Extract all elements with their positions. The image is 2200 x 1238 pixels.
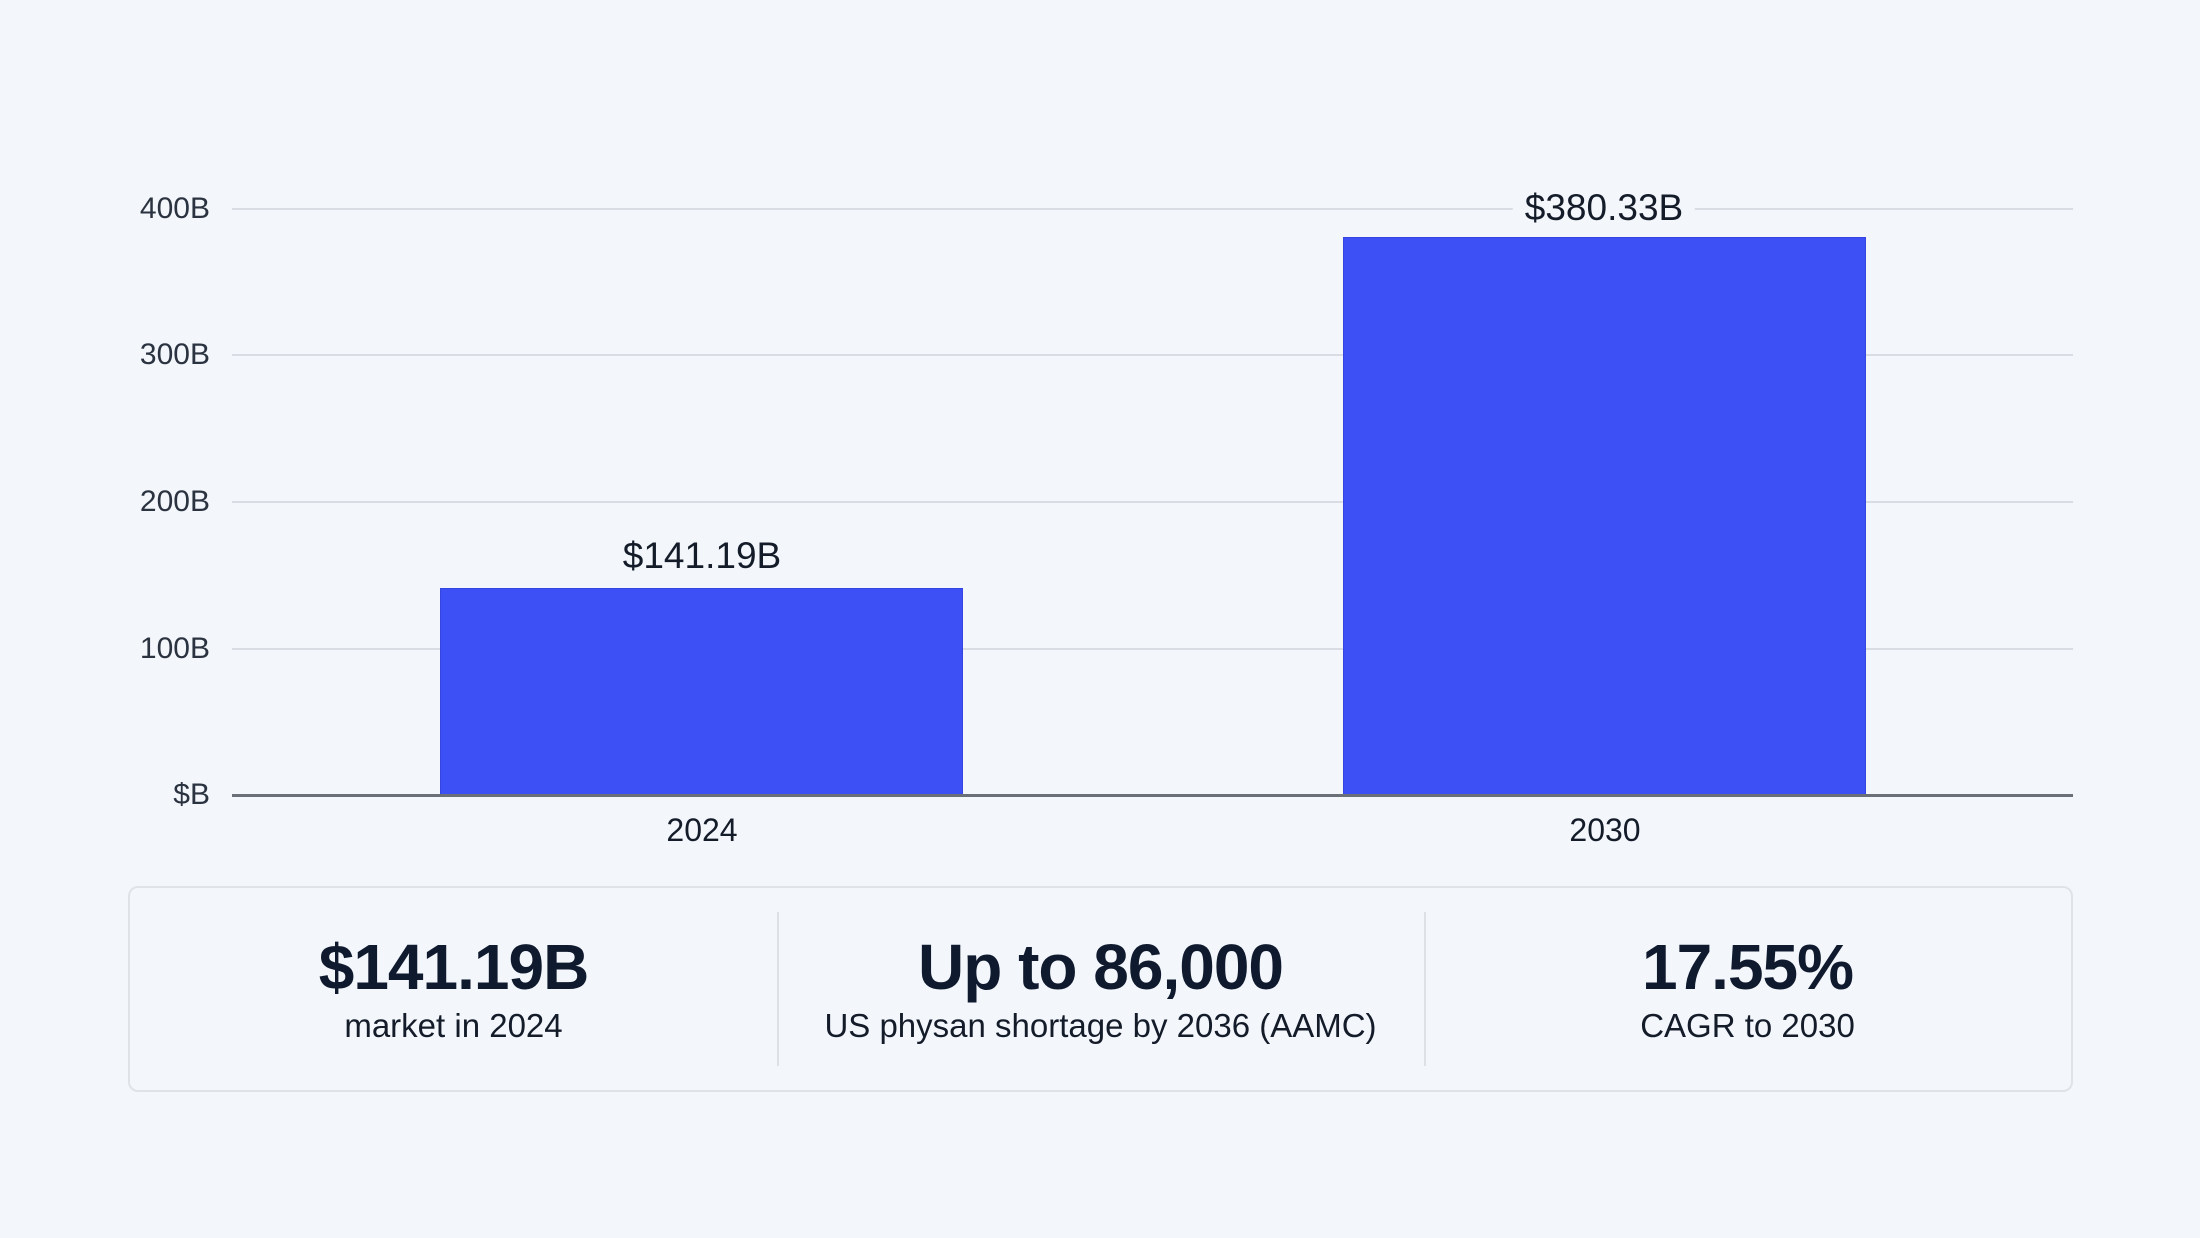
bar-2030 [1343,237,1866,795]
bar-chart: 400B 300B 200B 100B $B $141.19B $380.33B… [139,188,2073,848]
x-tick-2030: 2030 [1569,812,1641,848]
gridline-300 [232,354,2073,356]
bar-value-label-2024: $141.19B [610,536,794,576]
y-tick-400: 400B [139,192,210,225]
y-tick-300: 300B [139,338,210,371]
gridline-200 [232,501,2073,503]
x-axis-line [232,794,2073,797]
stat-physician-shortage: Up to 86,000 US physan shortage by 2036 … [777,888,1424,1090]
stat-value: 17.55% [1641,931,1854,1003]
bar-2024 [440,588,963,795]
stat-label: market in 2024 [344,1007,563,1044]
stat-value: Up to 86,000 [917,931,1284,1003]
stat-cagr: 17.55% CAGR to 2030 [1424,888,2071,1090]
bar-value-label-2030: $380.33B [1512,188,1696,228]
y-tick-0: $B [173,778,210,811]
y-tick-200: 200B [139,485,210,518]
x-tick-2024: 2024 [666,812,738,848]
stat-market-size: $141.19B market in 2024 [130,888,777,1090]
gridline-400 [232,208,2073,210]
gridline-100 [232,648,2073,650]
stats-panel: $141.19B market in 2024 Up to 86,000 US … [128,886,2073,1092]
stat-value: $141.19B [318,931,590,1003]
stat-label: US physan shortage by 2036 (AAMC) [824,1007,1377,1044]
stat-label: CAGR to 2030 [1640,1007,1855,1044]
y-tick-100: 100B [139,632,210,665]
